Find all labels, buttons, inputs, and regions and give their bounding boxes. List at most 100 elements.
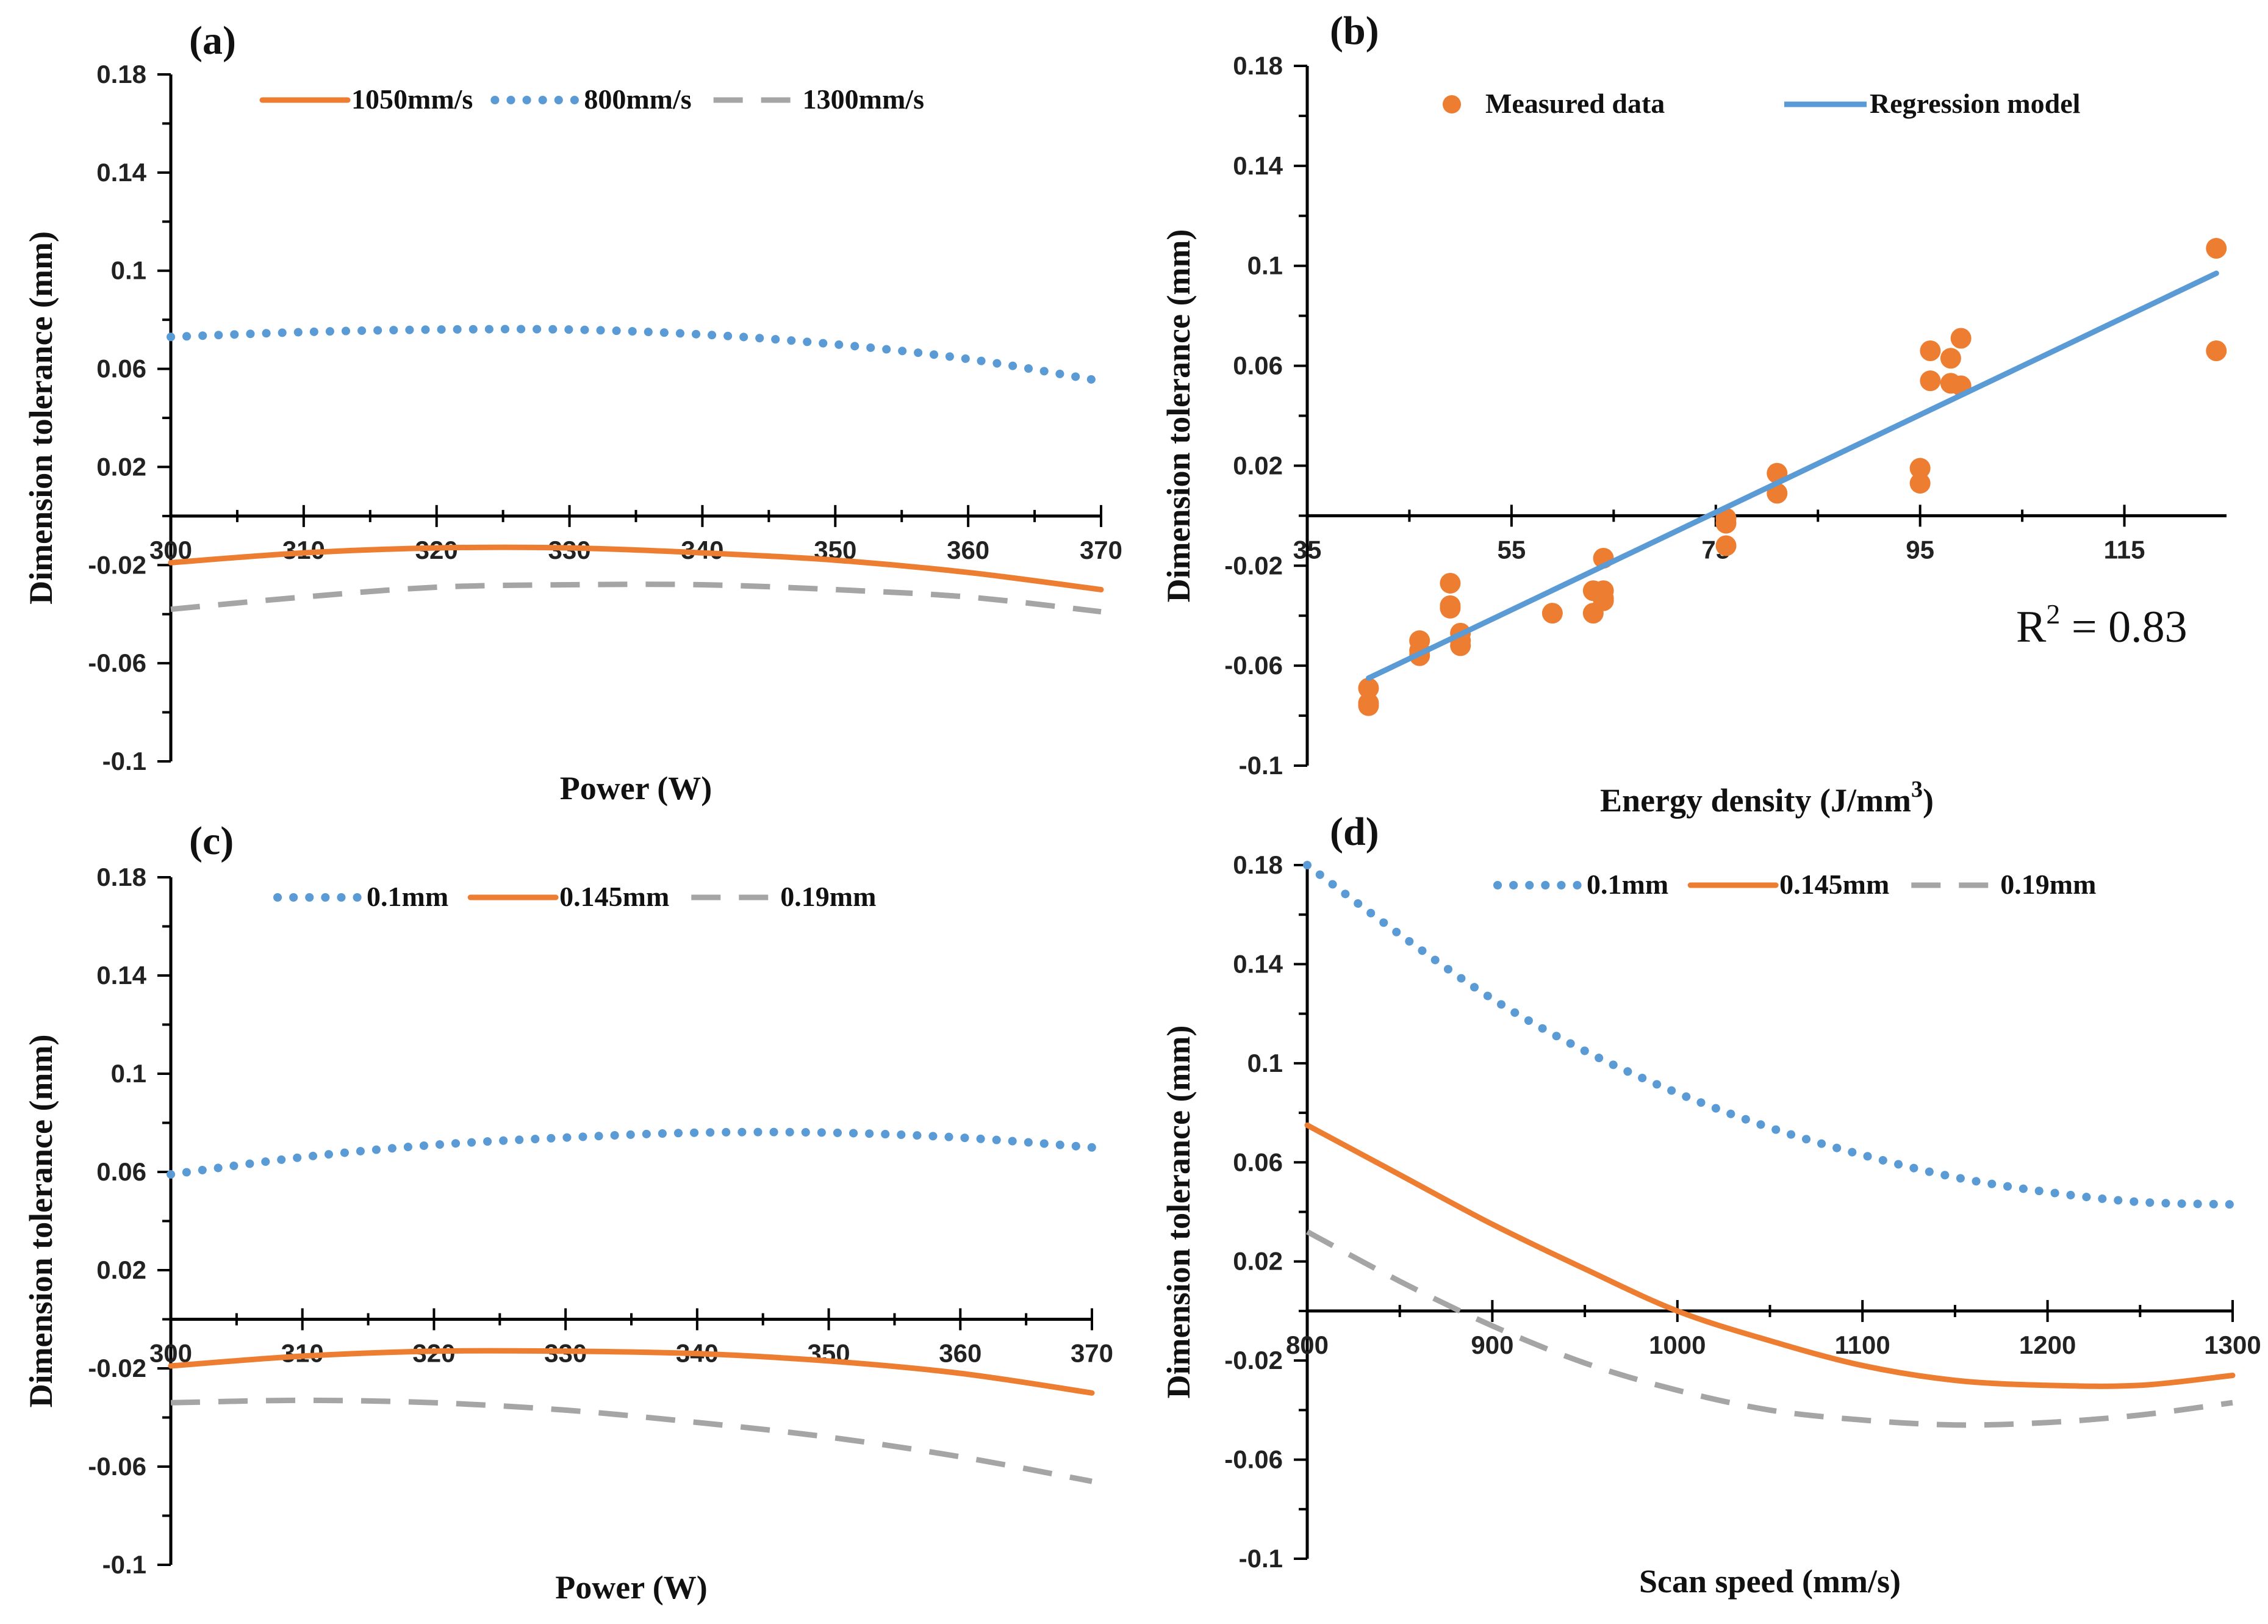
x-axis-title: Power (W) xyxy=(560,770,712,807)
y-tick-label: 0.02 xyxy=(1233,1247,1283,1276)
y-tick-label: 0.18 xyxy=(1233,51,1283,80)
legend-label: 0.145mm xyxy=(559,881,669,912)
legend-label: 1050mm/s xyxy=(351,84,473,115)
panel-label: (b) xyxy=(1330,9,1379,53)
legend-label: 1300mm/s xyxy=(803,84,924,115)
x-tick-label: 360 xyxy=(939,1339,981,1368)
data-point xyxy=(1950,328,1972,349)
y-tick-label: 0.1 xyxy=(1247,251,1283,280)
y-tick-label: 0.06 xyxy=(96,1157,146,1186)
data-point xyxy=(1909,458,1931,479)
y-tick-label: 0.1 xyxy=(111,1059,146,1088)
x-tick-label: 360 xyxy=(947,536,989,564)
x-axis-title-superscript: 3 xyxy=(1911,777,1923,802)
y-tick-label: 0.18 xyxy=(1233,850,1283,879)
x-tick-label: 900 xyxy=(1471,1331,1513,1359)
data-point xyxy=(1593,590,1614,611)
x-axis-title: Power (W) xyxy=(555,1569,707,1606)
x-tick-label: 1100 xyxy=(1835,1331,1890,1359)
data-point xyxy=(1909,473,1931,494)
data-point xyxy=(2206,340,2227,361)
data-point xyxy=(1450,635,1471,656)
y-tick-label: 0.02 xyxy=(96,1256,146,1284)
series-line-0.1mm xyxy=(167,1127,1096,1179)
chart-panel-3: (d) 0.18 0.14 0.1 0.06 0.02 -0.02 -0.06 -0.1 800 9… xyxy=(1160,810,2261,1600)
x-tick-label: 115 xyxy=(2104,535,2145,564)
y-tick-label: -0.02 xyxy=(88,1354,146,1382)
x-tick-label: 95 xyxy=(1906,535,1934,564)
legend-label: 0.145mm xyxy=(1779,869,1889,900)
x-tick-label: 800 xyxy=(1286,1331,1329,1359)
y-axis-title: Dimension tolerance (mm) xyxy=(1160,1026,1197,1399)
panel-label: (a) xyxy=(189,18,236,63)
y-tick-label: 0.02 xyxy=(1233,451,1283,480)
legend-label: 0.1mm xyxy=(1587,869,1668,900)
r-squared-annotation: R2 = 0.83 xyxy=(2016,598,2187,652)
x-axis-title-end: ) xyxy=(1923,782,1934,819)
x-tick-label: 35 xyxy=(1293,535,1322,564)
y-tick-label: -0.1 xyxy=(102,1550,146,1579)
data-point xyxy=(1920,370,1941,392)
y-tick-label: 0.1 xyxy=(1247,1049,1283,1077)
y-axis-title: Dimension tolerance (mm) xyxy=(1160,229,1197,603)
series-line-1050mm/s xyxy=(168,544,1104,592)
data-point xyxy=(1541,603,1563,624)
data-point xyxy=(1920,340,1941,361)
y-tick-label: -0.02 xyxy=(88,550,146,579)
r-squared-value: = 0.83 xyxy=(2060,602,2187,652)
series-line-0.19mm xyxy=(1305,1229,2233,1428)
legend-label: 0.19mm xyxy=(780,881,876,912)
chart-panel-1: (b) 0.18 0.14 0.1 0.06 0.02 -0.02 -0.06 -0.1 35 55… xyxy=(1160,9,2227,819)
x-tick-label: 55 xyxy=(1498,535,1526,564)
x-axis-title: Energy density (J/mm3) xyxy=(1600,777,1934,819)
data-point xyxy=(1358,678,1379,699)
x-tick-label: 1000 xyxy=(1649,1331,1706,1359)
panel-label: (c) xyxy=(189,819,234,863)
legend-label: 0.1mm xyxy=(367,881,448,912)
series-line-0.145mm xyxy=(1304,1122,2236,1389)
x-tick-label: 370 xyxy=(1071,1339,1113,1368)
y-tick-label: 0.18 xyxy=(96,60,146,88)
y-axis-title: Dimension tolerance (mm) xyxy=(23,1035,59,1408)
y-tick-label: 0.18 xyxy=(96,863,146,891)
y-tick-label: 0.14 xyxy=(1233,151,1283,180)
y-tick-label: 0.14 xyxy=(96,158,146,187)
series-line-0.145mm xyxy=(168,1348,1095,1396)
series-line-1300mm/s xyxy=(170,581,1102,615)
y-tick-label: -0.06 xyxy=(1224,1445,1283,1474)
y-tick-label: 0.1 xyxy=(111,256,146,285)
data-point xyxy=(2206,238,2227,259)
x-tick-label: 1200 xyxy=(2019,1331,2076,1359)
chart-panel-0: (a)0.180.140.10.060.02-0.02-0.06-0.1300 3… xyxy=(23,18,1122,807)
y-tick-label: 0.02 xyxy=(96,452,146,481)
y-tick-label: 0.06 xyxy=(1233,1148,1283,1176)
series-line-0.1mm xyxy=(1303,861,2237,1209)
y-axis-title: Dimension tolerance (mm) xyxy=(23,231,59,605)
y-tick-label: 0.14 xyxy=(96,961,146,990)
y-tick-label: -0.1 xyxy=(102,747,146,775)
data-point xyxy=(1440,572,1461,594)
y-tick-label: -0.02 xyxy=(1224,551,1283,580)
r-squared-superscript: 2 xyxy=(2046,598,2060,630)
y-tick-label: 0.06 xyxy=(1233,351,1283,380)
series-line-Regression model xyxy=(1366,270,2219,681)
x-tick-label: 1300 xyxy=(2204,1331,2261,1359)
data-point xyxy=(1358,695,1379,716)
y-tick-label: -0.06 xyxy=(88,1452,146,1481)
series-line-0.19mm xyxy=(170,1397,1093,1484)
legend-marker-measured xyxy=(1443,95,1461,113)
legend-label: 0.19mm xyxy=(2000,869,2096,900)
data-point xyxy=(1715,512,1737,534)
data-point xyxy=(1940,348,1961,369)
x-tick-label: 370 xyxy=(1080,536,1122,564)
chart-panel-2: (c)0.180.140.10.060.02-0.02-0.06-0.1300 3… xyxy=(23,819,1113,1606)
legend-label: Regression model xyxy=(1870,88,2080,119)
y-tick-label: -0.06 xyxy=(88,649,146,677)
legend-label: 800mm/s xyxy=(584,84,691,115)
y-tick-label: 0.14 xyxy=(1233,949,1283,978)
y-tick-label: -0.1 xyxy=(1239,1544,1283,1573)
data-point xyxy=(1715,535,1737,556)
y-tick-label: -0.1 xyxy=(1239,751,1283,780)
legend-label: Measured data xyxy=(1485,88,1665,119)
